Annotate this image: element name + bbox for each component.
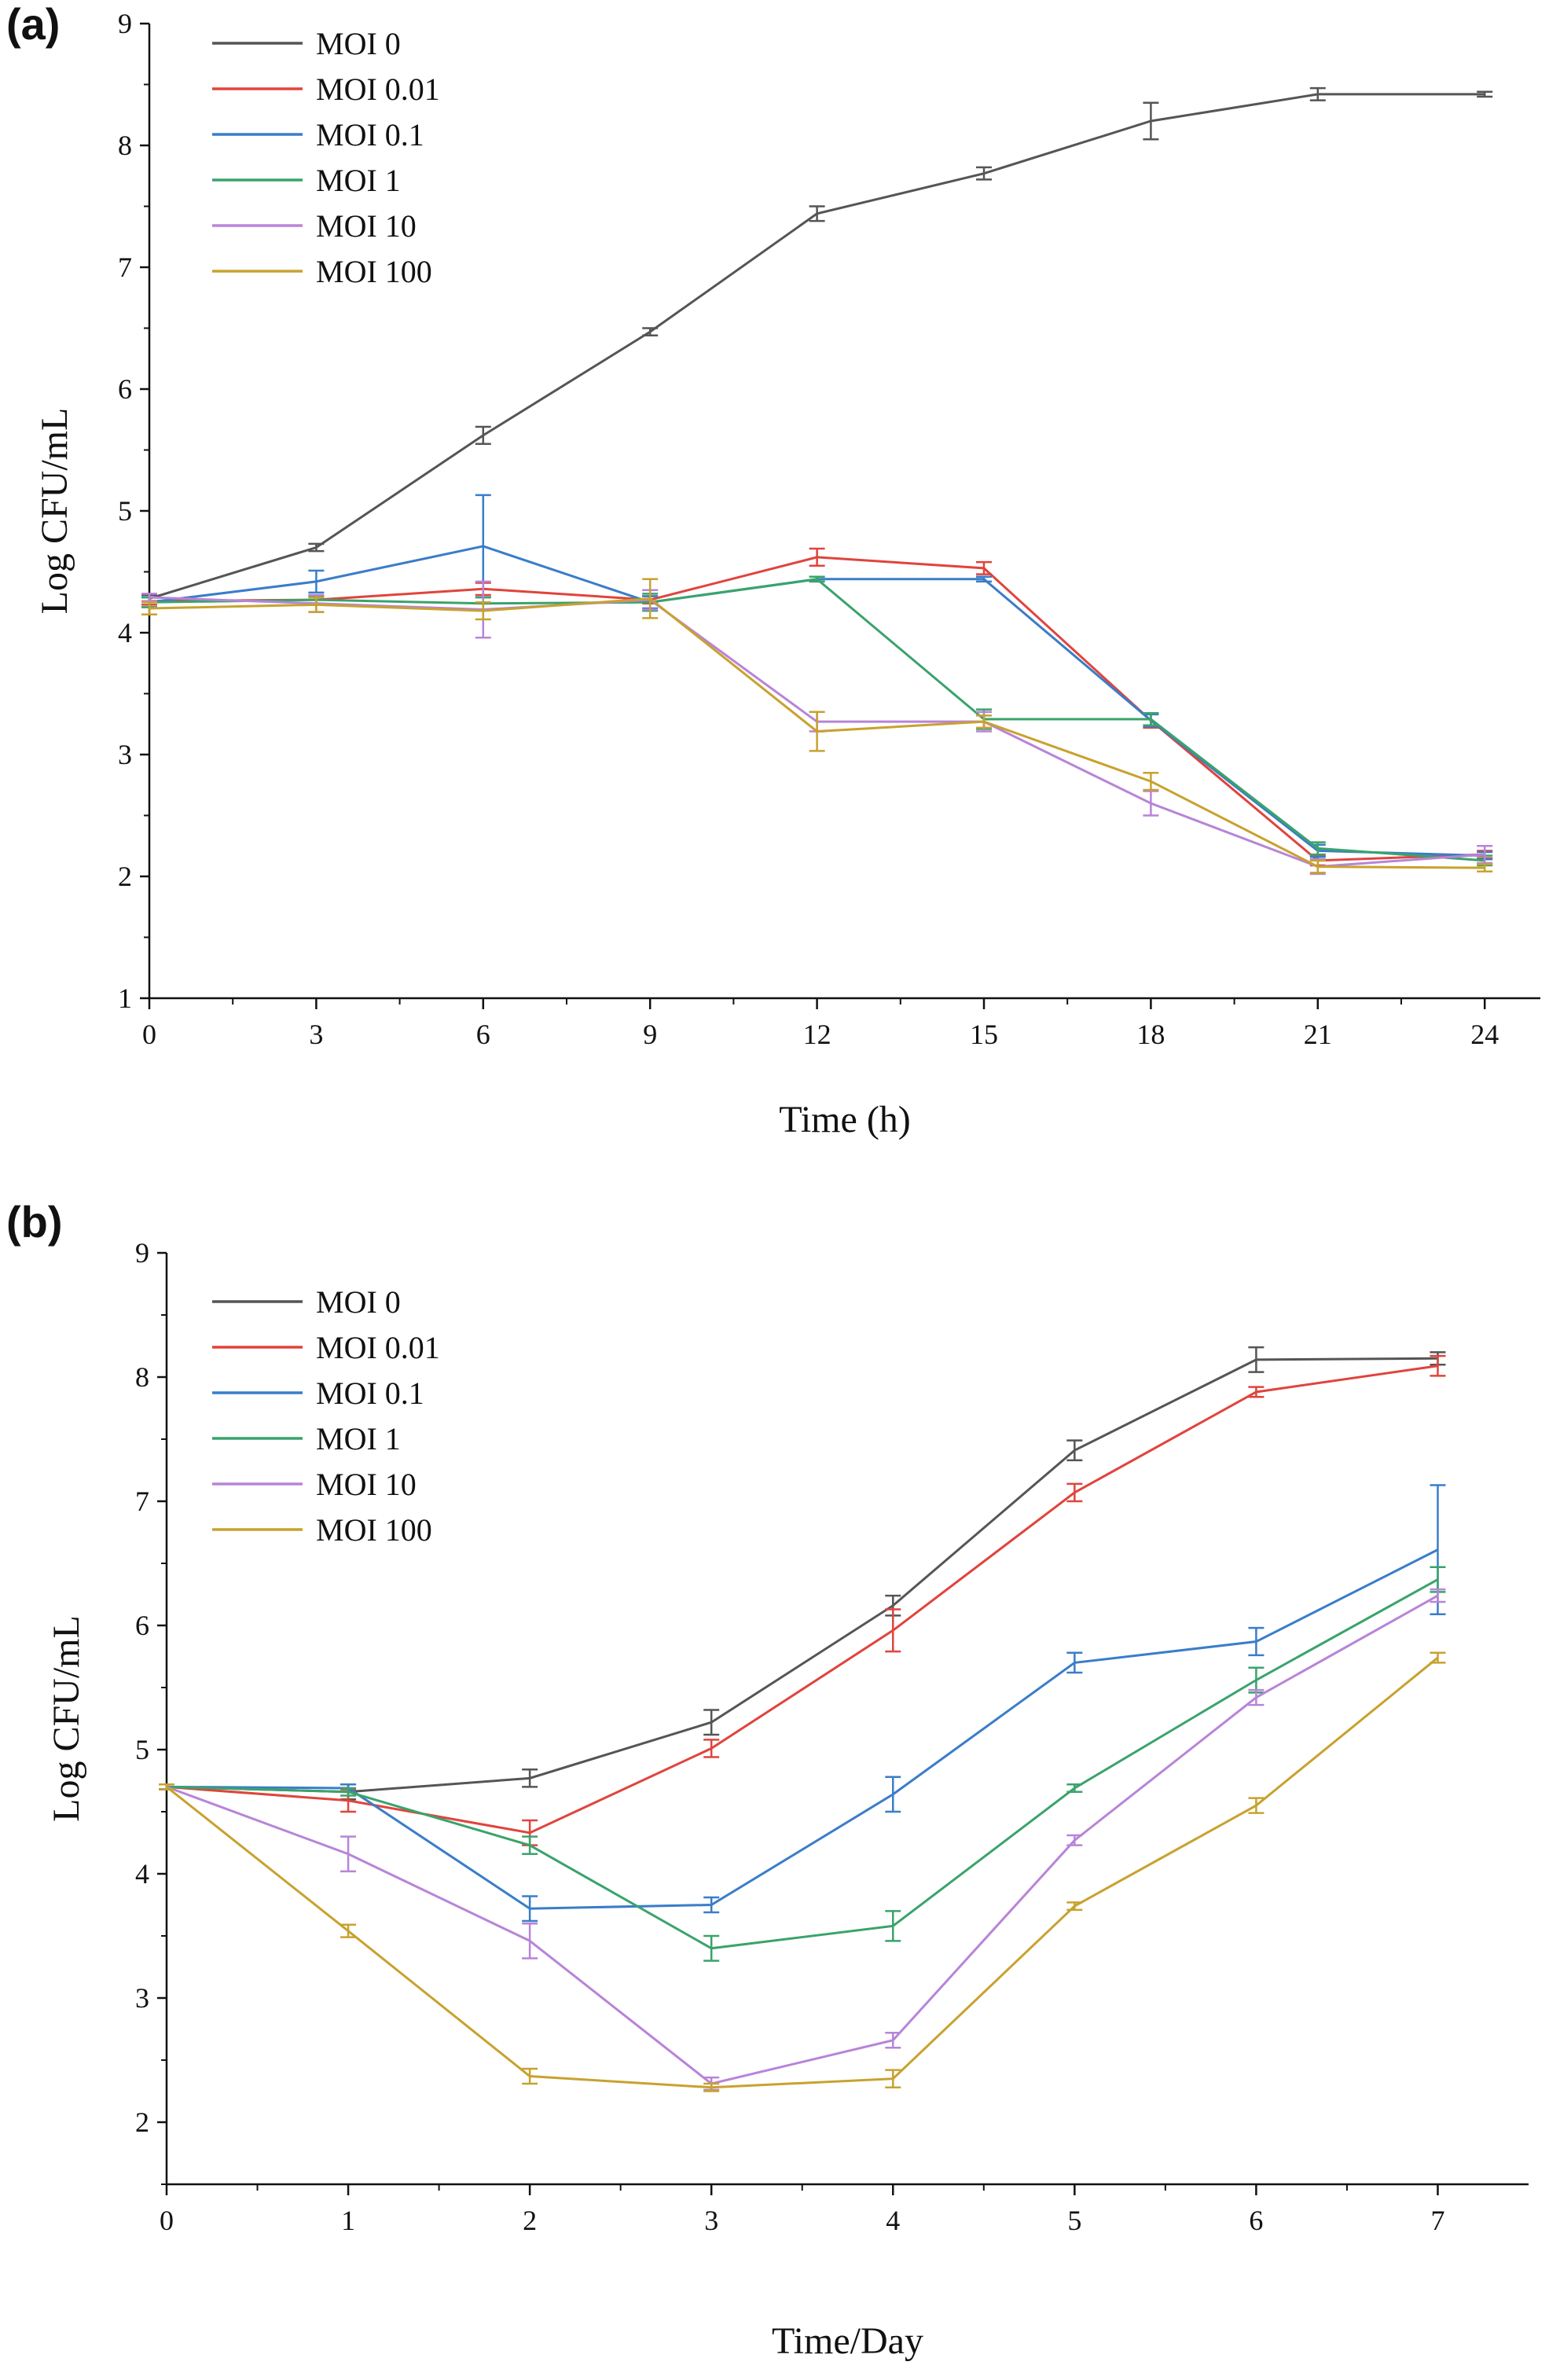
legend-label: MOI 0.01 (316, 1330, 440, 1365)
x-tick-label: 2 (523, 2205, 537, 2236)
y-tick-label: 9 (118, 8, 132, 39)
y-tick-label: 8 (135, 1361, 149, 1393)
legend-label: MOI 1 (316, 1421, 401, 1456)
y-tick-label: 3 (135, 1982, 149, 2014)
legend-label: MOI 100 (316, 254, 432, 289)
series-line (149, 556, 1485, 862)
legend-label: MOI 1 (316, 163, 401, 198)
x-tick-label: 3 (309, 1019, 323, 1050)
y-tick-label: 5 (135, 1734, 149, 1765)
y-tick-label: 2 (135, 2106, 149, 2138)
x-tick-label: 1 (341, 2205, 355, 2236)
x-tick-label: 21 (1304, 1019, 1332, 1050)
series-line (149, 545, 1485, 858)
legend-label: MOI 10 (316, 208, 417, 244)
x-tick-label: 15 (970, 1019, 998, 1050)
x-tick-label: 0 (160, 2205, 174, 2236)
x-axis-label: Time (h) (779, 1099, 911, 1140)
legend: MOI 0 MOI 0.01 MOI 0.1 MOI 1 MOI 10 MOI 100 (212, 1284, 440, 1548)
series-line (166, 1578, 1439, 1950)
series-line (166, 1656, 1439, 2089)
panel-label: (a) (6, 0, 60, 49)
y-tick-label: 7 (118, 252, 132, 283)
legend-label: MOI 0 (316, 26, 401, 61)
chart-svg-b: (b) 2 3 4 5 6 7 8 9 0 1 2 3 4 5 6 7 Time/Day Log CFU/mL MOI… (6, 1197, 1529, 2362)
y-tick-label: 5 (118, 495, 132, 527)
legend-label: MOI 10 (316, 1467, 417, 1502)
x-tick-label: 5 (1067, 2205, 1081, 2236)
series-moi-1 (159, 1566, 1446, 1962)
legend-label: MOI 100 (316, 1512, 432, 1548)
x-tick-label: 18 (1136, 1019, 1165, 1050)
x-tick-label: 7 (1430, 2205, 1444, 2236)
series-moi-100 (159, 1651, 1446, 2092)
series-moi-0 (159, 1346, 1446, 1801)
chart-panel-a: (a) 1 2 3 4 5 6 7 8 9 0 3 6 9 12 15 18 21 24 Time (h) Log CF… (6, 0, 1540, 1140)
x-tick-label: 12 (803, 1019, 831, 1050)
legend: MOI 0 MOI 0.01 MOI 0.1 MOI 1 MOI 10 MOI 100 (212, 26, 440, 289)
y-tick-label: 9 (135, 1237, 149, 1269)
y-tick-label: 8 (118, 130, 132, 161)
legend-label: MOI 0.1 (316, 1375, 424, 1411)
x-tick-label: 0 (142, 1019, 156, 1050)
series-moi-0-01 (159, 1354, 1446, 1846)
legend-label: MOI 0.1 (316, 117, 424, 152)
x-tick-label: 6 (476, 1019, 490, 1050)
series-moi-0-01 (141, 547, 1493, 867)
series-line (166, 1364, 1438, 1835)
x-tick-label: 9 (643, 1019, 657, 1050)
y-axis-label: Log CFU/mL (34, 408, 75, 615)
series-line (166, 1548, 1439, 1910)
series-moi-100 (141, 578, 1493, 874)
x-tick-label: 6 (1249, 2205, 1263, 2236)
y-tick-label: 4 (118, 617, 132, 648)
panel-label: (b) (6, 1197, 63, 1247)
y-axis-label: Log CFU/mL (46, 1615, 87, 1822)
legend-label: MOI 0.01 (316, 72, 440, 107)
x-tick-label: 24 (1470, 1019, 1499, 1050)
y-tick-label: 6 (135, 1610, 149, 1641)
chart-panel-b: (b) 2 3 4 5 6 7 8 9 0 1 2 3 4 5 6 7 Time/Day Log CFU/mL MOI… (0, 1190, 1560, 2380)
y-tick-label: 2 (118, 861, 132, 892)
y-tick-label: 3 (118, 739, 132, 770)
x-tick-label: 3 (704, 2205, 718, 2236)
y-tick-label: 7 (135, 1486, 149, 1517)
series-moi-10 (159, 1588, 1446, 2092)
y-tick-label: 1 (118, 982, 132, 1014)
series-line (166, 1357, 1438, 1794)
series-line (166, 1594, 1439, 2085)
y-tick-label: 6 (118, 373, 132, 405)
x-tick-label: 4 (886, 2205, 900, 2236)
legend-label: MOI 0 (316, 1284, 401, 1320)
x-axis-label: Time/Day (772, 2320, 923, 2362)
y-tick-label: 4 (135, 1858, 149, 1890)
